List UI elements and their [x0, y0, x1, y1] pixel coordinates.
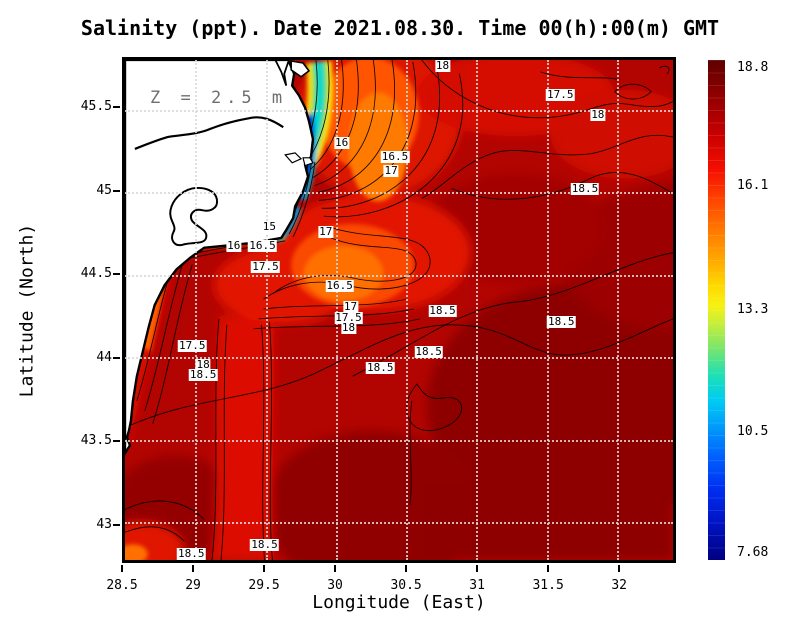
y-tick-mark	[113, 189, 120, 192]
y-tick-mark	[113, 523, 120, 526]
colorbar-tick-label: 18.8	[737, 60, 769, 75]
x-axis-label: Longitude (East)	[312, 592, 486, 613]
contour-value-label: 16.5	[325, 279, 354, 293]
y-tick-label: 44	[96, 349, 112, 365]
contour-value-label: 17.5	[545, 87, 575, 101]
x-tick-label: 30.5	[390, 578, 422, 593]
y-tick-mark	[113, 273, 120, 276]
x-tick-mark	[121, 565, 123, 572]
contour-value-label: 18.5	[428, 303, 457, 317]
island-north	[290, 60, 311, 78]
contour-value-label: 18.5	[250, 538, 279, 552]
gridline-vertical	[476, 60, 479, 560]
x-tick-mark	[476, 565, 479, 572]
contour-value-label: 17	[342, 300, 359, 314]
contour-value-label: 17.5	[251, 259, 280, 273]
gridline-horizontal	[125, 274, 673, 277]
colorbar-tick-label: 7.68	[737, 545, 769, 560]
contour-value-label: 16.5	[380, 149, 410, 163]
contour-value-label: 17.5	[334, 310, 363, 324]
lagoon-shoreline	[134, 116, 284, 150]
contour-value-label: 18.5	[365, 361, 395, 375]
depth-annotation: Z = 2.5 m	[150, 88, 288, 108]
y-tick-mark	[113, 106, 120, 109]
y-tick-mark	[113, 440, 120, 443]
colorbar	[708, 60, 725, 560]
y-tick-label: 44.5	[80, 266, 112, 282]
contour-value-label: 18.5	[546, 314, 576, 328]
y-tick-mark	[113, 356, 120, 359]
gridline-horizontal	[125, 192, 673, 194]
contour-value-label: 18	[195, 358, 211, 372]
y-tick-label: 43	[96, 516, 112, 532]
x-tick-label: 29	[185, 578, 201, 593]
contour-value-label: 17.5	[178, 338, 207, 352]
delta-lagoon-outline	[169, 187, 218, 247]
colorbar-tick-label: 10.5	[737, 424, 769, 439]
x-tick-mark	[618, 565, 621, 572]
y-tick-label: 43.5	[80, 433, 112, 449]
gridline-vertical	[195, 60, 198, 560]
gridline-vertical	[546, 60, 549, 560]
contour-value-label: 17	[383, 163, 399, 177]
x-tick-mark	[263, 565, 266, 572]
gridline-horizontal	[125, 357, 673, 360]
contour-value-label: 16	[226, 238, 242, 252]
y-tick-label: 45.5	[80, 99, 112, 115]
x-tick-mark	[192, 565, 195, 572]
contour-value-label: 18	[434, 58, 451, 72]
gridline-vertical	[265, 60, 268, 560]
x-tick-mark	[405, 565, 408, 572]
estuary-inlet	[274, 60, 290, 86]
gridline-vertical	[335, 60, 338, 560]
contour-value-label: 16.5	[248, 238, 277, 252]
gridline-horizontal	[125, 109, 673, 112]
contour-field-svg	[125, 60, 673, 560]
x-tick-label: 31	[469, 578, 485, 593]
gridline-vertical	[406, 60, 409, 560]
contour-value-label: 18.5	[177, 547, 206, 561]
contour-value-label: 18.5	[414, 345, 443, 359]
x-tick-mark	[334, 565, 337, 572]
x-tick-label: 31.5	[532, 578, 564, 593]
x-tick-label: 28.5	[106, 578, 138, 593]
contour-value-label: 18.5	[188, 368, 218, 382]
y-axis-label: Latitude (North)	[16, 223, 38, 398]
island-spit-1	[284, 152, 303, 164]
colorbar-tick-label: 16.1	[737, 178, 769, 193]
x-tick-label: 32	[611, 578, 627, 593]
contour-value-label: 18.5	[570, 182, 600, 196]
x-tick-label: 30	[327, 578, 343, 593]
contour-value-label: 18	[340, 320, 357, 334]
y-tick-label: 45	[96, 182, 112, 198]
gridline-horizontal	[125, 522, 673, 525]
plot-area: Z = 2.5 m 18 17.5 18 18.5 16 16.5 17 17 15 16 16.5…	[122, 57, 676, 563]
contour-value-label: 18	[590, 108, 606, 122]
x-tick-label: 29.5	[248, 578, 280, 593]
gridline-horizontal	[125, 439, 673, 442]
contour-value-label: 15	[261, 219, 278, 233]
gridline-vertical	[616, 60, 619, 560]
contour-value-label: 16	[334, 136, 350, 149]
contour-value-label: 17	[318, 224, 334, 238]
x-tick-mark	[547, 565, 550, 572]
contour-lines	[125, 60, 673, 560]
island-spit-2	[302, 157, 314, 167]
colorbar-tick-label: 13.3	[737, 302, 769, 317]
chart-title: Salinity (ppt). Date 2021.08.30. Time 00…	[80, 16, 720, 40]
